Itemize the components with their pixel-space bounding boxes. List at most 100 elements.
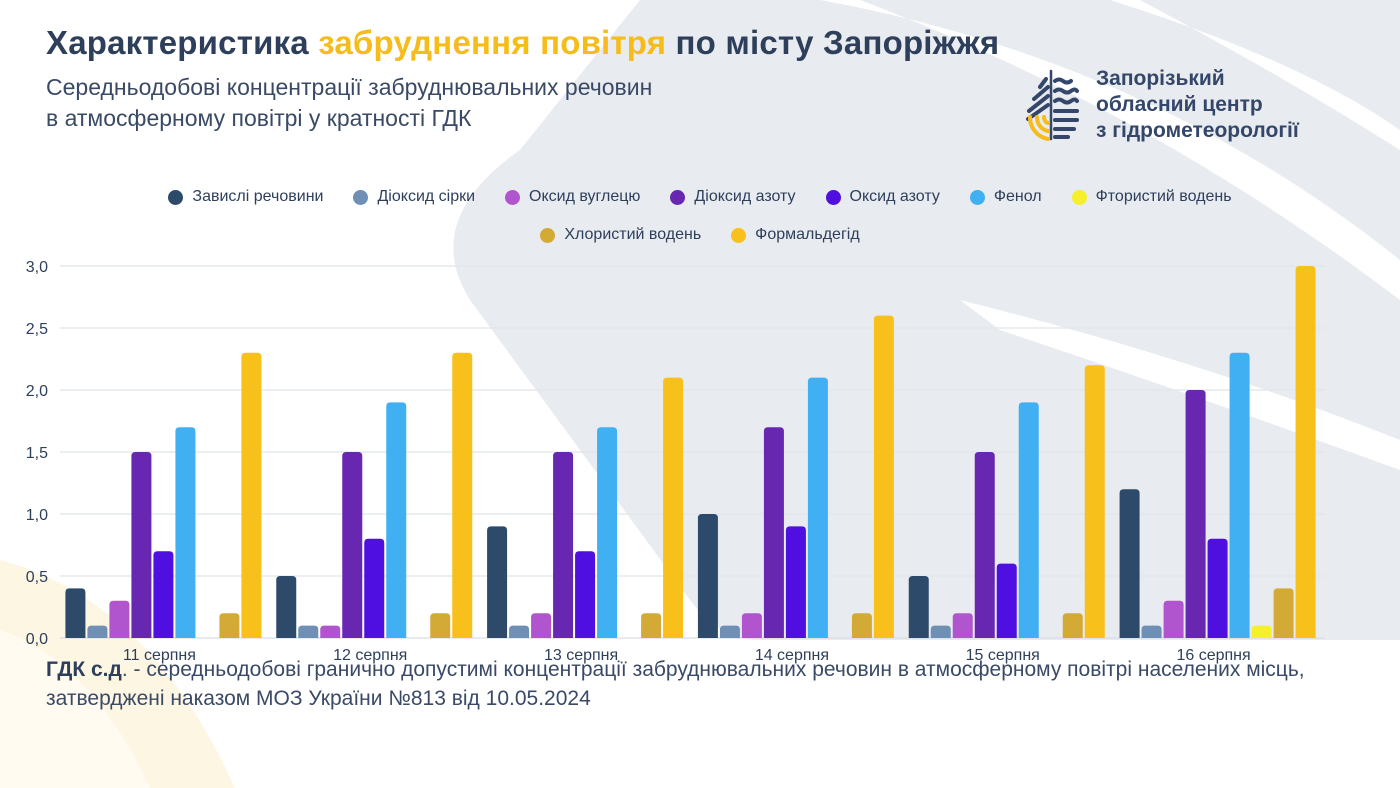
y-tick-label: 3,0 <box>26 259 48 276</box>
bar[interactable]: Хлористий водень — 11 серпня: 0.2 <box>219 613 240 638</box>
legend-label: Оксид вуглецю <box>529 188 641 205</box>
bar[interactable]: Фенол — 13 серпня: 1.7 <box>597 427 618 638</box>
bar[interactable]: Діоксид сірки — 11 серпня: 0.1 <box>87 625 108 638</box>
bar[interactable]: Діоксид сірки — 12 серпня: 0.1 <box>298 625 319 638</box>
background-white-arc-2 <box>960 300 1400 470</box>
logo-line-2: обласний центр <box>1096 93 1263 116</box>
bar[interactable]: Оксид вуглецю — 13 серпня: 0.2 <box>531 613 552 638</box>
bar[interactable]: Фенол — 12 серпня: 1.9 <box>386 402 407 638</box>
title-part-1: Характеристика <box>46 24 319 61</box>
bar[interactable]: Діоксид азоту — 11 серпня: 1.5 <box>131 452 152 638</box>
bar[interactable]: Завислі речовини — 15 серпня: 0.5 <box>908 576 929 638</box>
subtitle-line-2: в атмосферному повітрі у кратності ГДК <box>46 105 472 131</box>
legend-label: Діоксид азоту <box>694 188 796 205</box>
bar[interactable]: Формальдегід — 11 серпня: 2.3 <box>241 352 262 638</box>
footnote-term: ГДК с.д <box>46 658 122 681</box>
legend-item[interactable]: Фенол <box>969 188 1042 206</box>
bar[interactable]: Завислі речовини — 13 серпня: 0.9 <box>487 526 508 638</box>
bar[interactable]: Діоксид сірки — 15 серпня: 0.1 <box>930 625 951 638</box>
x-tick-label: 15 серпня <box>966 647 1040 664</box>
bar[interactable]: Фенол — 11 серпня: 1.7 <box>175 427 196 638</box>
bar[interactable]: Формальдегід — 13 серпня: 2.1 <box>663 377 684 638</box>
bar[interactable]: Завислі речовини — 16 серпня: 1.2 <box>1119 489 1140 638</box>
bar[interactable]: Завислі речовини — 14 серпня: 1 <box>697 514 718 638</box>
footnote: ГДК с.д. - середньодобові гранично допус… <box>46 655 1366 713</box>
bar[interactable]: Оксид азоту — 13 серпня: 0.7 <box>575 551 596 638</box>
bar[interactable]: Формальдегід — 12 серпня: 2.3 <box>452 352 473 638</box>
logo-line-1: Запорізький <box>1096 67 1225 90</box>
background-gray-shape <box>453 0 1400 640</box>
legend-item[interactable]: Завислі речовини <box>168 188 323 206</box>
legend-item[interactable]: Діоксид азоту <box>670 188 796 206</box>
bar[interactable]: Оксид вуглецю — 15 серпня: 0.2 <box>952 613 973 638</box>
x-axis-ticks: 11 серпня 12 серпня 13 серпня 14 серпня 15 с… <box>123 647 1251 664</box>
y-tick-label: 0,5 <box>26 569 48 586</box>
legend-item[interactable]: Фтористий водень <box>1071 188 1232 206</box>
bar[interactable]: Формальдегід — 15 серпня: 2.2 <box>1084 365 1105 638</box>
bar[interactable]: Оксид азоту — 11 серпня: 0.7 <box>153 551 174 638</box>
bar[interactable]: Діоксид сірки — 13 серпня: 0.1 <box>509 625 530 638</box>
legend-label: Фтористий водень <box>1095 188 1232 205</box>
bar[interactable]: Формальдегід — 16 серпня: 3 <box>1295 266 1316 638</box>
bar[interactable]: Оксид вуглецю — 14 серпня: 0.2 <box>741 613 762 638</box>
bar[interactable]: Оксид вуглецю — 11 серпня: 0.3 <box>109 600 130 638</box>
x-tick-label: 13 серпня <box>544 647 618 664</box>
legend-item[interactable]: Оксид вуглецю <box>505 188 640 206</box>
y-tick-label: 2,5 <box>26 321 48 338</box>
legend-color-dot-icon <box>353 189 369 205</box>
bar[interactable]: Завислі речовини — 11 серпня: 0.4 <box>65 588 86 638</box>
bar[interactable]: Діоксид азоту — 13 серпня: 1.5 <box>553 452 574 638</box>
bar[interactable]: Діоксид сірки — 14 серпня: 0.1 <box>719 625 740 638</box>
legend-label: Формальдегід <box>755 226 860 243</box>
bars: Завислі речовини — 11 серпня: 0.4Діоксид… <box>65 266 1316 638</box>
bar[interactable]: Діоксид азоту — 15 серпня: 1.5 <box>974 452 995 638</box>
bar[interactable]: Оксид азоту — 16 серпня: 0.8 <box>1207 538 1228 638</box>
x-tick-label: 12 серпня <box>333 647 407 664</box>
y-tick-label: 1,0 <box>26 507 48 524</box>
bar[interactable]: Діоксид азоту — 14 серпня: 1.7 <box>763 427 784 638</box>
legend-label: Хлористий водень <box>564 226 702 243</box>
background-warm-arc <box>0 560 235 788</box>
bar[interactable]: Оксид вуглецю — 16 серпня: 0.3 <box>1163 600 1184 638</box>
legend-item[interactable]: Оксид азоту <box>825 188 940 206</box>
bar[interactable]: Завислі речовини — 12 серпня: 0.5 <box>276 576 297 638</box>
bar[interactable]: Оксид азоту — 14 серпня: 0.9 <box>785 526 806 638</box>
title-part-2: по місту Запоріжжя <box>666 24 1000 61</box>
bar[interactable]: Хлористий водень — 13 серпня: 0.2 <box>641 613 662 638</box>
bar[interactable]: Діоксид азоту — 12 серпня: 1.5 <box>342 452 363 638</box>
organization-name: Запорізький обласний центр з гідрометеор… <box>1096 66 1299 144</box>
bar[interactable]: Хлористий водень — 14 серпня: 0.2 <box>851 613 872 638</box>
legend-color-dot-icon <box>731 227 747 243</box>
bar[interactable]: Фенол — 16 серпня: 2.3 <box>1229 352 1250 638</box>
bar[interactable]: Оксид азоту — 12 серпня: 0.8 <box>364 538 385 638</box>
legend-item[interactable]: Діоксид сірки <box>353 188 475 206</box>
y-tick-label: 1,5 <box>26 445 48 462</box>
bar[interactable]: Фенол — 15 серпня: 1.9 <box>1018 402 1039 638</box>
bar[interactable]: Хлористий водень — 15 серпня: 0.2 <box>1062 613 1083 638</box>
bar[interactable]: Хлористий водень — 12 серпня: 0.2 <box>430 613 451 638</box>
logo-line-3: з гідрометеорології <box>1096 119 1299 142</box>
bar[interactable]: Оксид вуглецю — 12 серпня: 0.1 <box>320 625 341 638</box>
legend-color-dot-icon <box>168 189 184 205</box>
page-subtitle: Середньодобові концентрації забруднюваль… <box>46 72 866 134</box>
y-tick-label: 0,0 <box>26 631 48 648</box>
bar[interactable]: Хлористий водень — 16 серпня: 0.4 <box>1273 588 1294 638</box>
legend-row: Хлористий водень Формальдегід <box>0 226 1400 244</box>
legend-item[interactable]: Формальдегід <box>731 226 860 244</box>
y-tick-label: 2,0 <box>26 383 48 400</box>
legend-item[interactable]: Хлористий водень <box>540 226 701 244</box>
legend-label: Діоксид сірки <box>377 188 476 205</box>
bar[interactable]: Фтористий водень — 16 серпня: 0.1 <box>1251 625 1272 638</box>
bar[interactable]: Формальдегід — 14 серпня: 2.6 <box>873 315 894 638</box>
bar[interactable]: Діоксид сірки — 16 серпня: 0.1 <box>1141 625 1162 638</box>
x-tick-label: 11 серпня <box>123 647 196 664</box>
bar[interactable]: Діоксид азоту — 16 серпня: 2 <box>1185 390 1206 638</box>
legend-row: Завислі речовини Діоксид сірки Оксид вугле… <box>0 188 1400 206</box>
bar[interactable]: Фенол — 14 серпня: 2.1 <box>807 377 828 638</box>
footnote-text: . - середньодобові гранично допустимі ко… <box>46 658 1305 710</box>
bar[interactable]: Оксид азоту — 15 серпня: 0.6 <box>996 563 1017 638</box>
organization-logo: Запорізький обласний центр з гідрометеор… <box>1024 66 1299 144</box>
legend-color-dot-icon <box>969 189 985 205</box>
legend-label: Завислі речовини <box>192 188 324 205</box>
